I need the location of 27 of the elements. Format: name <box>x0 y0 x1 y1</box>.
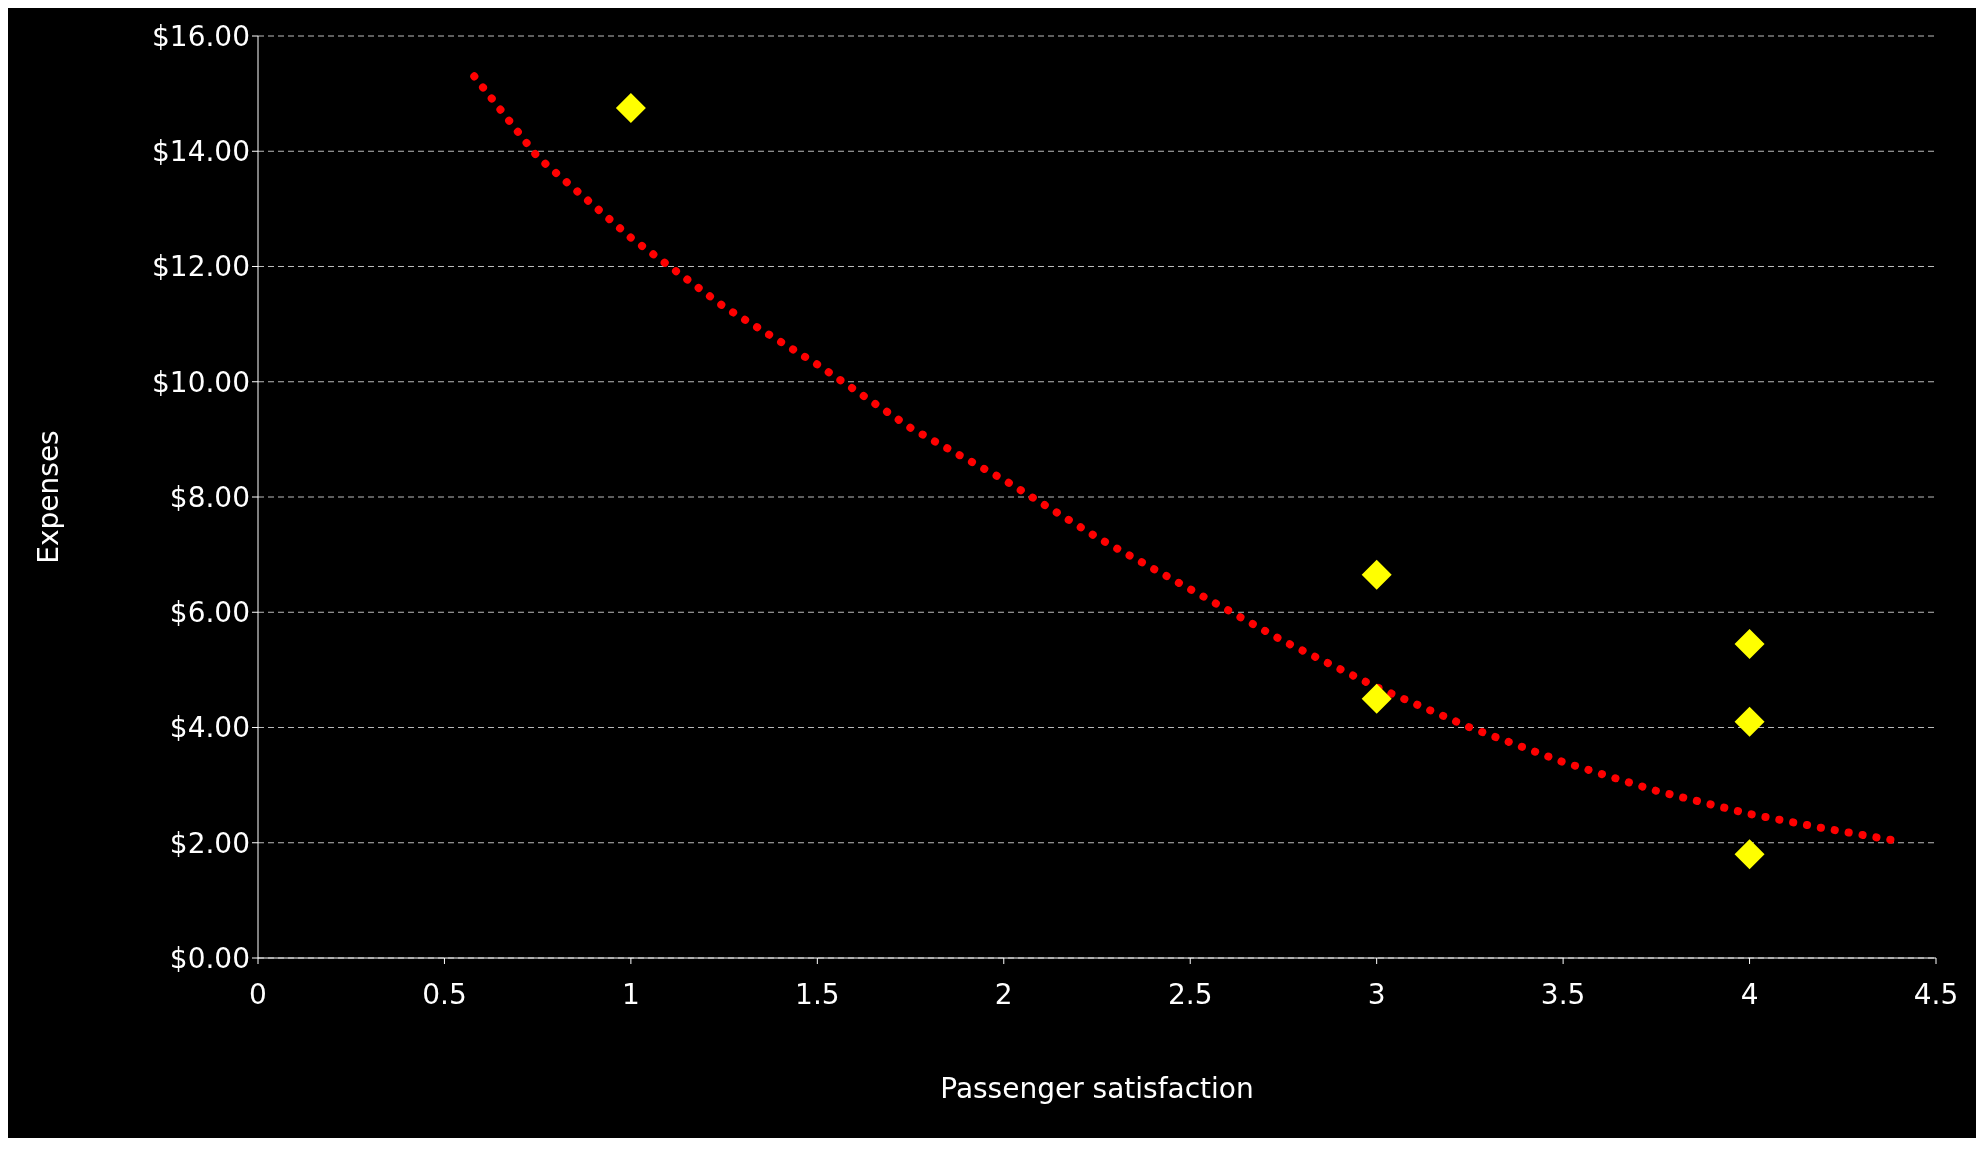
y-tick-label: $0.00 <box>169 941 250 975</box>
point <box>1734 628 1765 659</box>
x-tick-label: 4.5 <box>1913 977 1959 1011</box>
y-tick-label: $6.00 <box>169 596 250 630</box>
point <box>1361 683 1392 714</box>
y-axis-title: Expenses <box>31 430 65 564</box>
y-tick-label: $16.00 <box>152 19 250 53</box>
x-tick-label: 2 <box>994 977 1013 1011</box>
y-tick-label: $4.00 <box>169 711 250 745</box>
x-tick-label: 4 <box>1740 977 1759 1011</box>
y-tick-label: $14.00 <box>152 135 250 169</box>
x-tick-label: 1 <box>621 977 640 1011</box>
y-tick-label: $10.00 <box>152 365 250 399</box>
x-tick-label: 0.5 <box>422 977 467 1011</box>
x-tick-label: 2.5 <box>1167 977 1213 1011</box>
y-tick-label: $8.00 <box>169 480 250 514</box>
x-tick-label: 3 <box>1367 977 1386 1011</box>
point <box>1734 706 1765 737</box>
point <box>1734 839 1765 870</box>
y-tick-label: $2.00 <box>169 826 250 860</box>
x-axis-title: Passenger satisfaction <box>940 1072 1254 1105</box>
x-tick-label: 3.5 <box>1540 977 1586 1011</box>
point <box>615 93 646 124</box>
point <box>1361 559 1392 590</box>
y-tick-label: $12.00 <box>152 250 250 284</box>
x-tick-label: 1.5 <box>795 977 840 1011</box>
x-tick-label: 0 <box>249 977 267 1011</box>
